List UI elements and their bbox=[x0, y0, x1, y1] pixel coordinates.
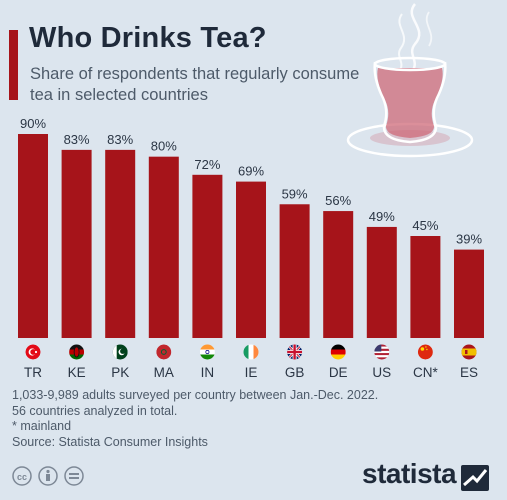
kenya-flag-icon bbox=[69, 344, 85, 360]
value-label: 45% bbox=[412, 218, 438, 233]
flag-crescent-cut bbox=[30, 349, 37, 355]
flag-emblem bbox=[465, 350, 468, 354]
turkey-flag-icon bbox=[25, 344, 41, 360]
note-mainland: * mainland bbox=[12, 419, 72, 433]
value-label: 49% bbox=[369, 209, 395, 224]
flag-stripe bbox=[374, 355, 390, 358]
bar-us bbox=[366, 226, 397, 338]
spain-flag-icon bbox=[461, 344, 477, 360]
flag-stripe bbox=[253, 344, 259, 360]
flag-stripe bbox=[374, 348, 390, 351]
bar-gb bbox=[279, 204, 310, 338]
bar-ie bbox=[236, 181, 266, 338]
flag-star bbox=[160, 349, 167, 355]
category-label: MA bbox=[154, 365, 174, 380]
bar-ma bbox=[148, 156, 179, 338]
morocco-flag-icon bbox=[156, 344, 172, 360]
germany-flag-icon bbox=[330, 344, 346, 360]
usa-flag-icon bbox=[374, 344, 390, 360]
flag-stripe bbox=[243, 344, 249, 360]
bar-de bbox=[323, 211, 354, 338]
flag-star bbox=[420, 347, 425, 351]
value-label: 56% bbox=[325, 193, 351, 208]
chart-notes: 1,033-9,989 adults surveyed per country … bbox=[12, 388, 378, 450]
uk-flag-icon bbox=[287, 344, 303, 360]
flag-stripe bbox=[374, 357, 390, 360]
tea-glass-icon bbox=[346, 3, 474, 158]
flag-shield bbox=[73, 346, 80, 358]
statista-logo-icon[interactable] bbox=[461, 465, 489, 491]
category-label: CN* bbox=[413, 365, 438, 380]
flag-bg bbox=[156, 344, 172, 360]
bar-es bbox=[454, 249, 484, 338]
flag-star-small bbox=[426, 348, 428, 351]
value-label: 69% bbox=[238, 164, 264, 179]
flag-stripe bbox=[199, 344, 215, 350]
value-label: 39% bbox=[456, 232, 482, 247]
chart-subtitle: Share of respondents that regularly cons… bbox=[30, 65, 360, 104]
category-label: IE bbox=[245, 365, 258, 380]
category-label: DE bbox=[329, 365, 348, 380]
by-icon bbox=[38, 466, 58, 486]
bar-tr bbox=[18, 134, 48, 338]
category-label: TR bbox=[24, 365, 42, 380]
flag-canton bbox=[374, 344, 382, 352]
flag-stripe bbox=[461, 348, 477, 356]
pakistan-flag-icon bbox=[112, 344, 128, 360]
flag-stripe bbox=[374, 350, 390, 354]
flag-stripe bbox=[330, 344, 346, 350]
value-label: 72% bbox=[194, 157, 220, 172]
flag-stripe bbox=[330, 349, 346, 355]
category-label: ES bbox=[460, 365, 478, 380]
chart-title: Who Drinks Tea? bbox=[29, 22, 267, 54]
note-survey: 1,033-9,989 adults surveyed per country … bbox=[12, 388, 379, 402]
nd-icon bbox=[64, 466, 84, 486]
flag-star bbox=[34, 350, 38, 354]
bar-cn bbox=[410, 236, 441, 338]
flag-stripe bbox=[374, 344, 390, 347]
india-flag-icon bbox=[199, 344, 215, 360]
category-label: PK bbox=[111, 365, 129, 380]
flag-wheel bbox=[205, 350, 210, 354]
flag-stripe bbox=[199, 349, 215, 355]
cc-icon: cc bbox=[12, 466, 32, 486]
value-label: 83% bbox=[107, 132, 133, 147]
bar-pk bbox=[105, 149, 136, 338]
bar-chart: 90% TR 83% KE 83% PK 80% MA 72% IN 69% IE 59% GB 56% DE… bbox=[18, 116, 484, 380]
category-label: KE bbox=[68, 365, 86, 380]
note-source: Source: Statista Consumer Insights bbox=[12, 434, 208, 449]
value-label: 83% bbox=[64, 132, 90, 147]
category-label: IN bbox=[201, 365, 215, 380]
flag-stripe bbox=[330, 354, 346, 360]
flag-stripe bbox=[112, 344, 117, 360]
bar-ke bbox=[61, 149, 92, 338]
flag-crescent-cut bbox=[120, 348, 126, 354]
note-countries: 56 countries analyzed in total. bbox=[12, 403, 178, 418]
ireland-flag-icon bbox=[243, 344, 259, 360]
flag-star-small bbox=[425, 346, 427, 348]
svg-text:cc: cc bbox=[17, 472, 27, 482]
flag-stripe bbox=[374, 346, 390, 349]
value-label: 59% bbox=[282, 186, 308, 201]
bar-in bbox=[192, 174, 223, 338]
flag-cross-red bbox=[293, 344, 296, 360]
china-flag-icon bbox=[417, 344, 433, 360]
value-label: 90% bbox=[20, 116, 46, 131]
flag-stripe bbox=[374, 353, 390, 356]
value-label: 80% bbox=[151, 139, 177, 154]
category-label: GB bbox=[285, 365, 305, 380]
statista-logo-text[interactable]: statista bbox=[362, 458, 457, 489]
license-icons[interactable]: cc bbox=[12, 465, 92, 487]
title-accent-bar bbox=[9, 30, 18, 100]
category-label: US bbox=[372, 365, 391, 380]
flag-stripe bbox=[248, 344, 254, 360]
flag-stripe bbox=[199, 354, 215, 360]
